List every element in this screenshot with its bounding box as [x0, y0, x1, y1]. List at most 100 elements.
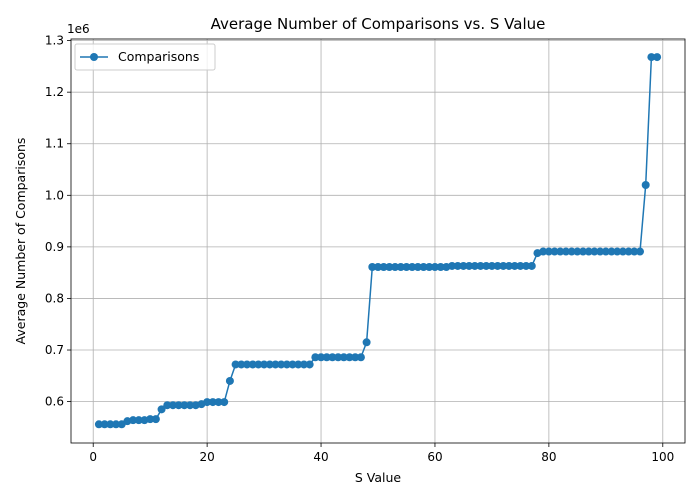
data-point: [601, 247, 610, 256]
data-point: [527, 261, 536, 270]
data-point: [311, 353, 320, 362]
data-point: [106, 420, 115, 429]
y-tick-label: 0.9: [45, 240, 64, 254]
data-point: [374, 262, 382, 271]
data-point: [453, 261, 462, 270]
y-axis-offset-label: 1e6: [67, 22, 90, 36]
data-point: [379, 262, 388, 271]
x-tick-label: 40: [313, 450, 328, 464]
data-point: [516, 261, 525, 270]
data-point: [647, 53, 656, 62]
data-point: [356, 353, 365, 362]
data-point: [539, 247, 548, 256]
data-point: [288, 360, 297, 369]
data-point: [134, 416, 143, 425]
data-point: [459, 261, 468, 270]
data-point: [225, 376, 234, 385]
data-point: [328, 353, 337, 362]
y-tick-label: 1.2: [45, 85, 64, 99]
data-point: [157, 405, 166, 414]
data-point: [339, 353, 348, 362]
data-point: [590, 247, 599, 256]
x-tick-label: 20: [199, 450, 214, 464]
data-point: [186, 401, 195, 410]
data-point: [231, 360, 240, 369]
x-tick-label: 80: [541, 450, 556, 464]
x-axis-ticks: 0 20 40 60 80 100: [89, 443, 674, 464]
data-point: [556, 247, 565, 256]
y-tick-label: 1.1: [45, 137, 64, 151]
data-point: [584, 247, 593, 256]
data-point: [613, 247, 622, 256]
data-point: [550, 247, 559, 256]
data-point: [510, 261, 519, 270]
data-point: [408, 262, 417, 271]
data-point: [345, 353, 354, 362]
data-point: [260, 360, 269, 369]
legend: Comparisons: [74, 43, 216, 71]
data-point: [299, 360, 308, 369]
data-point: [282, 360, 291, 369]
y-axis-ticks: 0.6 0.7 0.8 0.9 1.0 1.1 1.2 1.3: [45, 34, 71, 409]
data-point: [596, 247, 605, 256]
data-point: [573, 247, 582, 256]
data-point: [208, 398, 217, 407]
data-point: [322, 353, 331, 362]
data-point: [146, 415, 155, 424]
data-point: [505, 261, 514, 270]
data-point: [385, 262, 394, 271]
data-point: [476, 261, 485, 270]
data-point: [653, 53, 662, 62]
x-tick-label: 0: [89, 450, 97, 464]
series-layer: [94, 53, 662, 429]
data-point: [430, 262, 439, 271]
legend-box: [74, 43, 216, 71]
y-tick-label: 0.8: [45, 291, 64, 305]
data-point: [163, 401, 172, 410]
data-point: [334, 353, 343, 362]
data-point: [465, 261, 474, 270]
data-point: [544, 247, 553, 256]
data-point: [618, 247, 627, 256]
x-tick-label: 60: [427, 450, 442, 464]
y-tick-label: 1.3: [45, 34, 64, 48]
y-tick-label: 1.0: [45, 188, 64, 202]
data-point: [561, 247, 570, 256]
data-point: [522, 261, 531, 270]
y-tick-label: 0.6: [45, 395, 64, 409]
data-point: [579, 247, 588, 256]
data-point: [242, 360, 251, 369]
data-point: [402, 262, 411, 271]
data-point: [305, 360, 314, 369]
data-point: [630, 247, 639, 256]
data-point: [111, 420, 120, 429]
data-point: [425, 262, 434, 271]
y-axis-label: Average Number of Comparisons: [13, 138, 28, 345]
data-point: [482, 261, 491, 270]
data-point: [396, 262, 405, 271]
data-point: [413, 262, 422, 271]
data-point: [607, 247, 616, 256]
chart-title: Average Number of Comparisons vs. S Valu…: [211, 15, 546, 33]
x-axis-label: S Value: [355, 470, 402, 485]
data-point: [317, 353, 326, 362]
data-point: [362, 338, 371, 347]
plot-frame: [70, 38, 686, 444]
data-point: [351, 353, 360, 362]
data-point: [294, 360, 303, 369]
data-point: [248, 360, 257, 369]
legend-entry-comparisons: Comparisons: [118, 49, 199, 64]
data-point: [391, 262, 400, 271]
data-point: [168, 401, 177, 410]
data-point: [100, 420, 109, 429]
data-point: [567, 247, 576, 256]
data-point: [493, 261, 502, 270]
data-point: [499, 261, 508, 270]
data-point: [624, 247, 633, 256]
data-point: [129, 416, 138, 425]
data-point: [214, 398, 223, 407]
data-point: [448, 261, 457, 270]
x-tick-label: 100: [651, 450, 674, 464]
data-point: [436, 262, 445, 271]
